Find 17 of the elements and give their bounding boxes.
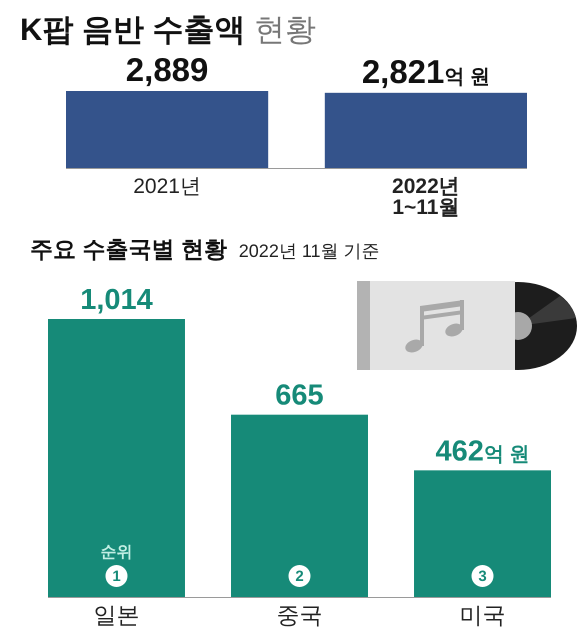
x-tick-label: 일본 — [93, 602, 140, 628]
data-label: 2,889 — [126, 51, 208, 88]
data-label: 665 — [275, 380, 324, 412]
x-tick-label: 중국 — [276, 602, 322, 628]
data-label: 2,821억 원 — [362, 52, 490, 90]
data-label: 462억 원 — [436, 435, 530, 468]
annotation: 1 — [112, 568, 121, 585]
x-tick-label: 미국 — [460, 602, 506, 628]
x-tick-label: 2022년 1~11월 — [392, 175, 460, 219]
x-tick-label: 2021년 — [133, 175, 201, 198]
annotation: 순위 — [100, 544, 132, 561]
annotation: 3 — [478, 568, 487, 585]
data-label: 1,014 — [80, 284, 153, 316]
chart-subtitle: 2022년 11월 기준 — [238, 241, 380, 261]
chart-title: 주요 수출국별 현황 — [30, 236, 227, 262]
chart-title: K팝 음반 수출액 현황 — [20, 12, 316, 47]
annotation: 2 — [295, 568, 304, 585]
